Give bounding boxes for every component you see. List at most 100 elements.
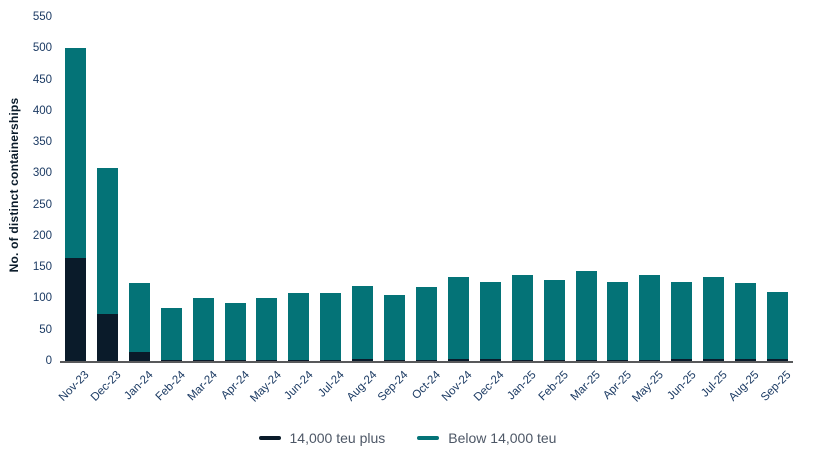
- x-tick-slot: Feb-24: [153, 365, 187, 411]
- bar-segment: [479, 359, 501, 361]
- bar-segment: [352, 285, 374, 360]
- bar-group-aug-24: [352, 285, 374, 361]
- bar-segment: [128, 282, 150, 352]
- bar-segment: [288, 359, 310, 361]
- x-tick-label: Aug-24: [344, 369, 380, 404]
- bar-segment: [447, 359, 469, 361]
- bar-segment: [543, 279, 565, 360]
- bar-segment: [384, 359, 406, 361]
- bar-group-dec-23: [96, 168, 118, 361]
- x-axis-line: [60, 361, 793, 363]
- x-tick-slot: Dec-23: [89, 365, 124, 411]
- bar-segment: [575, 270, 597, 360]
- legend-item: Below 14,000 teu: [417, 430, 556, 446]
- bar-segment: [703, 277, 725, 359]
- x-tick-label: Jan-25: [505, 369, 539, 403]
- x-tick-slot: May-24: [248, 365, 284, 411]
- bar-segment: [65, 257, 86, 361]
- x-tick-label: Sep-25: [759, 369, 794, 404]
- x-tick-slot: Nov-24: [440, 365, 475, 411]
- bar-group-jul-24: [320, 293, 342, 361]
- bar-group-feb-25: [543, 279, 565, 361]
- bar-segment: [511, 274, 533, 360]
- x-tick-slot: Mar-25: [568, 365, 602, 411]
- legend: 14,000 teu plus Below 14,000 teu: [0, 430, 815, 446]
- x-tick-label: Dec-23: [89, 369, 124, 404]
- x-tick-slot: Jan-25: [505, 365, 538, 411]
- bar-segment: [320, 293, 342, 360]
- x-tick-label: Nov-23: [57, 369, 92, 404]
- x-tick-slot: Jul-25: [699, 365, 730, 411]
- bar-segment: [766, 291, 788, 360]
- bar-segment: [320, 359, 342, 361]
- y-tick-label: 550: [32, 11, 52, 23]
- y-tick-label: 200: [32, 229, 52, 242]
- x-tick-slot: Aug-24: [344, 365, 379, 411]
- bar-group-dec-24: [479, 282, 501, 361]
- bar-segment: [543, 359, 565, 361]
- bar-segment: [288, 293, 310, 360]
- x-tick-label: Jul-25: [699, 369, 731, 400]
- bar-group-nov-23: [65, 48, 86, 361]
- bar-segment: [415, 287, 437, 360]
- bar-segment: [703, 358, 725, 361]
- bar-segment: [479, 282, 501, 360]
- bar-group-jan-25: [511, 274, 533, 361]
- bar-segment: [607, 359, 629, 361]
- bar-segment: [639, 359, 661, 361]
- bar-segment: [511, 359, 533, 361]
- x-tick-slot: Mar-24: [185, 365, 219, 411]
- bar-segment: [256, 359, 278, 361]
- x-tick-slot: Nov-23: [57, 365, 92, 411]
- bar-group-mar-25: [575, 270, 597, 361]
- legend-label: Below 14,000 teu: [448, 430, 557, 446]
- x-tick-slot: Jul-24: [317, 365, 348, 411]
- x-tick-slot: Jun-24: [282, 365, 315, 411]
- x-tick-label: Feb-25: [536, 369, 571, 404]
- x-tick-slot: Aug-25: [727, 365, 762, 411]
- bar-segment: [384, 295, 406, 360]
- bar-segment: [352, 359, 374, 361]
- x-tick-slot: Dec-24: [472, 365, 507, 411]
- x-tick-slot: Sep-25: [759, 365, 794, 411]
- bar-group-jan-24: [128, 282, 150, 361]
- bar-segment: [447, 276, 469, 360]
- x-tick-slot: May-25: [631, 365, 667, 411]
- y-tick-label: 400: [32, 104, 52, 117]
- bar-group-nov-24: [447, 276, 469, 361]
- bar-segment: [671, 281, 693, 360]
- bar-group-oct-24: [415, 287, 437, 361]
- bar-segment: [192, 359, 214, 361]
- y-tick-label: 250: [32, 198, 52, 211]
- y-tick-label: 0: [45, 355, 52, 367]
- bar-segment: [160, 359, 182, 361]
- bar-segment: [65, 48, 86, 258]
- bar-segment: [128, 351, 150, 361]
- x-tick-label: Feb-24: [153, 369, 188, 404]
- bar-segment: [766, 359, 788, 361]
- y-tick-label: 50: [39, 323, 52, 336]
- bar-group-jun-25: [671, 281, 693, 361]
- bar-segment: [224, 303, 246, 360]
- bar-segment: [160, 307, 182, 360]
- bar-segment: [192, 298, 214, 360]
- x-tick-label: May-25: [630, 369, 667, 405]
- y-tick-label: 350: [32, 136, 52, 149]
- bar-group-feb-24: [160, 307, 182, 361]
- bar-segment: [735, 358, 757, 361]
- x-tick-slot: Apr-25: [601, 365, 634, 411]
- x-tick-label: Nov-24: [440, 369, 475, 404]
- x-tick-label: Aug-25: [727, 369, 763, 404]
- x-tick-slot: Jan-24: [122, 365, 155, 411]
- x-tick-slot: Oct-24: [410, 365, 443, 411]
- bar-group-sep-25: [766, 291, 788, 361]
- bar-group-may-25: [639, 274, 661, 361]
- y-tick-label: 150: [32, 261, 52, 274]
- bar-group-apr-25: [607, 282, 629, 361]
- legend-swatch: [258, 436, 281, 440]
- bar-group-jun-24: [288, 293, 310, 361]
- x-tick-label: Jul-24: [316, 369, 348, 400]
- x-tick-label: Jun-24: [281, 369, 316, 403]
- bar-segment: [575, 359, 597, 361]
